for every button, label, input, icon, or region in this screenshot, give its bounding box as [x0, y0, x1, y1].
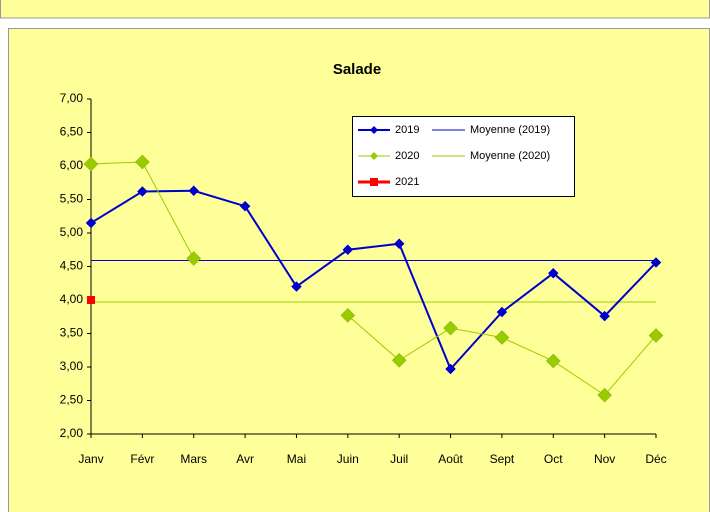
- marker: [648, 328, 664, 343]
- marker: [87, 296, 95, 304]
- marker: [597, 387, 612, 403]
- marker: [135, 154, 150, 170]
- chart-panel: [8, 28, 710, 512]
- marker: [599, 310, 610, 322]
- series-line: [90, 189, 657, 371]
- y-tick-label: 4,00: [60, 292, 84, 306]
- marker: [83, 156, 99, 172]
- y-tick-label: 2,00: [60, 426, 84, 440]
- marker: [291, 281, 302, 292]
- x-tick-label: Avr: [236, 452, 254, 466]
- marker: [137, 186, 148, 197]
- marker: [494, 330, 510, 345]
- marker: [443, 320, 458, 336]
- marker: [545, 353, 561, 369]
- x-tick-label: Oct: [544, 452, 563, 466]
- marker: [188, 185, 200, 197]
- y-tick-label: 5,00: [60, 225, 84, 239]
- marker: [342, 244, 354, 256]
- marker: [239, 200, 251, 212]
- marker: [445, 363, 456, 375]
- marker: [547, 267, 559, 279]
- y-tick-label: 4,50: [60, 259, 84, 273]
- marker: [496, 306, 508, 318]
- legend-marker: [370, 152, 378, 160]
- legend-label: 2020: [395, 150, 419, 162]
- y-tick-label: 6,50: [60, 125, 84, 139]
- marker: [650, 257, 662, 268]
- legend-label: Moyenne (2019): [470, 124, 550, 136]
- y-tick-label: 7,00: [60, 91, 84, 105]
- marker: [85, 217, 97, 229]
- y-tick-label: 6,00: [60, 158, 84, 172]
- legend-label: 2021: [395, 176, 419, 188]
- x-tick-label: Nov: [594, 452, 615, 466]
- marker: [391, 352, 407, 368]
- y-tick-label: 2,50: [60, 393, 84, 407]
- legend-marker: [370, 178, 378, 186]
- y-tick-label: 3,00: [60, 359, 84, 373]
- y-tick-label: 5,50: [60, 192, 84, 206]
- marker: [393, 238, 405, 250]
- legend-label: Moyenne (2020): [470, 150, 550, 162]
- x-tick-label: Sept: [490, 452, 515, 466]
- x-tick-label: Juil: [390, 452, 408, 466]
- x-tick-label: Août: [438, 452, 463, 466]
- x-tick-label: Févr: [130, 452, 154, 466]
- marker: [340, 308, 356, 323]
- marker: [186, 251, 202, 266]
- x-tick-label: Mai: [287, 452, 306, 466]
- legend-label: 2019: [395, 124, 419, 136]
- top-panel: [0, 0, 710, 19]
- x-tick-label: Juin: [337, 452, 359, 466]
- y-tick-label: 3,50: [60, 326, 84, 340]
- x-tick-label: Mars: [180, 452, 207, 466]
- x-tick-label: Janv: [78, 452, 103, 466]
- chart-title: Salade: [333, 61, 381, 78]
- legend-marker: [370, 126, 378, 134]
- x-tick-label: Déc: [645, 452, 666, 466]
